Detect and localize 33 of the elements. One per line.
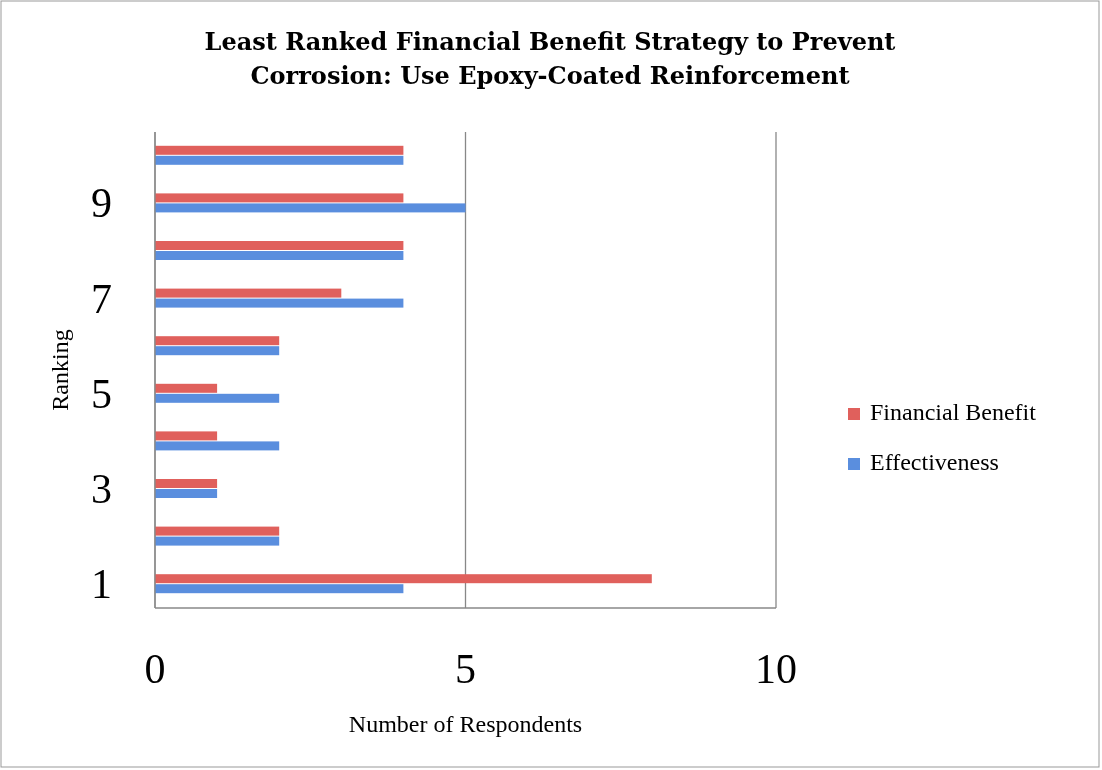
legend-label: Effectiveness <box>870 449 999 475</box>
bar <box>155 251 404 260</box>
bar <box>155 393 280 403</box>
bar <box>155 574 652 584</box>
chart-title: Least Ranked Financial Benefit Strategy to Prevent Corrosion: Use Epoxy-Coated Reinforcement <box>204 27 896 90</box>
y-tick-label: 3 <box>91 466 112 512</box>
bar <box>155 203 466 213</box>
x-tick-label: 10 <box>755 646 797 692</box>
bar <box>155 441 280 451</box>
bar <box>155 298 404 308</box>
x-axis-title: Number of Respondents <box>348 711 583 737</box>
y-axis-title: Ranking <box>47 329 73 411</box>
y-tick-label: 9 <box>91 180 112 227</box>
bar <box>155 336 280 346</box>
bar <box>155 479 218 488</box>
bar <box>155 155 404 165</box>
y-tick-label: 7 <box>91 275 112 322</box>
bar <box>155 383 218 393</box>
bar <box>155 346 280 356</box>
bar <box>155 489 218 498</box>
x-tick-label: 0 <box>144 646 166 692</box>
y-tick-label: 5 <box>91 370 112 417</box>
bar <box>155 288 342 298</box>
bar <box>155 536 280 546</box>
bar <box>155 241 404 250</box>
bar <box>155 145 404 155</box>
bar <box>155 193 404 203</box>
y-tick-label: 1 <box>91 561 112 608</box>
bar <box>155 526 280 536</box>
legend-label: Financial Benefit <box>870 399 1037 425</box>
bar <box>155 431 218 441</box>
x-tick-label: 5 <box>455 646 476 692</box>
bar <box>155 584 404 594</box>
